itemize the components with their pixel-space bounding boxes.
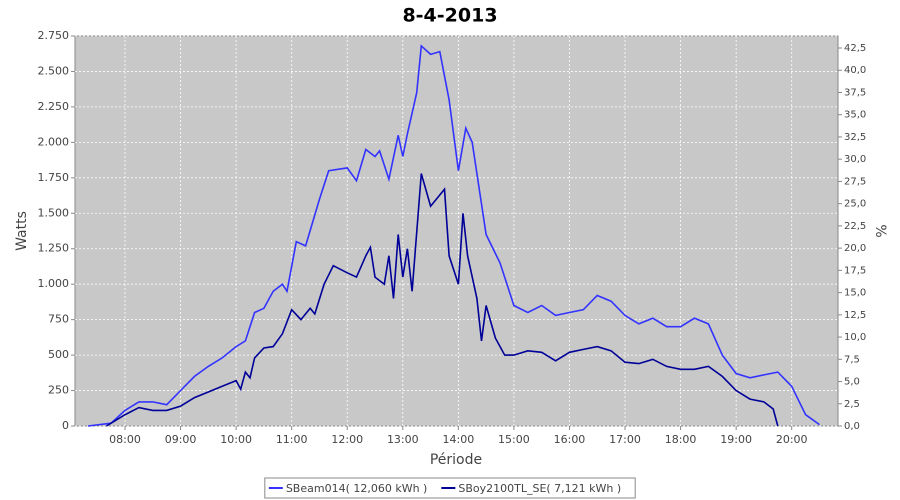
x-tick-label: 14:00 (443, 433, 475, 446)
legend-label: SBeam014( 12,060 kWh ) (286, 482, 428, 495)
y2-tick-label: 30,0 (844, 154, 866, 165)
y2-tick-label: 32,5 (844, 132, 866, 143)
y2-tick-label: 12,5 (844, 310, 866, 321)
y2-tick-label: 17,5 (844, 265, 866, 276)
x-tick-label: 17:00 (609, 433, 641, 446)
y2-tick-label: 10,0 (844, 332, 866, 343)
series-line (106, 173, 779, 427)
y-tick-label: 1.250 (38, 242, 70, 255)
y-tick-label: 0 (62, 419, 69, 432)
y-tick-label: 500 (48, 348, 69, 361)
x-tick-label: 10:00 (220, 433, 252, 446)
y2-tick-label: 25,0 (844, 199, 866, 210)
y2-tick-label: 20,0 (844, 243, 866, 254)
x-tick-label: 11:00 (276, 433, 308, 446)
series-line (87, 44, 820, 427)
y-tick-label: 2.500 (38, 64, 70, 77)
y2-tick-label: 35,0 (844, 110, 866, 121)
y-axis-label: Watts (14, 211, 30, 251)
y-tick-label: 1.000 (38, 277, 70, 290)
y2-tick-label: 27,5 (844, 176, 866, 187)
y2-tick-label: 40,0 (844, 65, 866, 76)
x-tick-label: 08:00 (109, 433, 141, 446)
y-tick-label: 2.000 (38, 135, 70, 148)
x-tick-label: 20:00 (776, 433, 808, 446)
x-tick-label: 15:00 (498, 433, 530, 446)
legend-label: SBoy2100TL_SE( 7,121 kWh ) (458, 482, 621, 495)
y2-tick-label: 22,5 (844, 221, 866, 232)
y2-tick-label: 0,0 (844, 421, 860, 432)
y-tick-label: 2.750 (38, 29, 70, 42)
y2-tick-label: 15,0 (844, 288, 866, 299)
x-axis-label: Période (430, 452, 482, 468)
y2-tick-label: 37,5 (844, 87, 866, 98)
chart-title: 8-4-2013 (402, 5, 497, 27)
y2-tick-label: 5,0 (844, 377, 860, 388)
x-tick-label: 18:00 (665, 433, 697, 446)
y2-axis-label: % (872, 224, 888, 237)
x-tick-label: 19:00 (720, 433, 752, 446)
y-tick-label: 250 (48, 384, 69, 397)
y-tick-label: 1.500 (38, 206, 70, 219)
x-tick-label: 13:00 (387, 433, 419, 446)
x-tick-label: 16:00 (554, 433, 586, 446)
y-tick-label: 1.750 (38, 171, 70, 184)
y2-tick-label: 42,5 (844, 43, 866, 54)
y2-tick-label: 7,5 (844, 354, 860, 365)
x-tick-label: 12:00 (331, 433, 363, 446)
y2-tick-label: 2,5 (844, 399, 860, 410)
plot-area (74, 35, 839, 427)
x-tick-label: 09:00 (165, 433, 197, 446)
y-tick-label: 2.250 (38, 100, 70, 113)
y-tick-label: 750 (48, 313, 69, 326)
